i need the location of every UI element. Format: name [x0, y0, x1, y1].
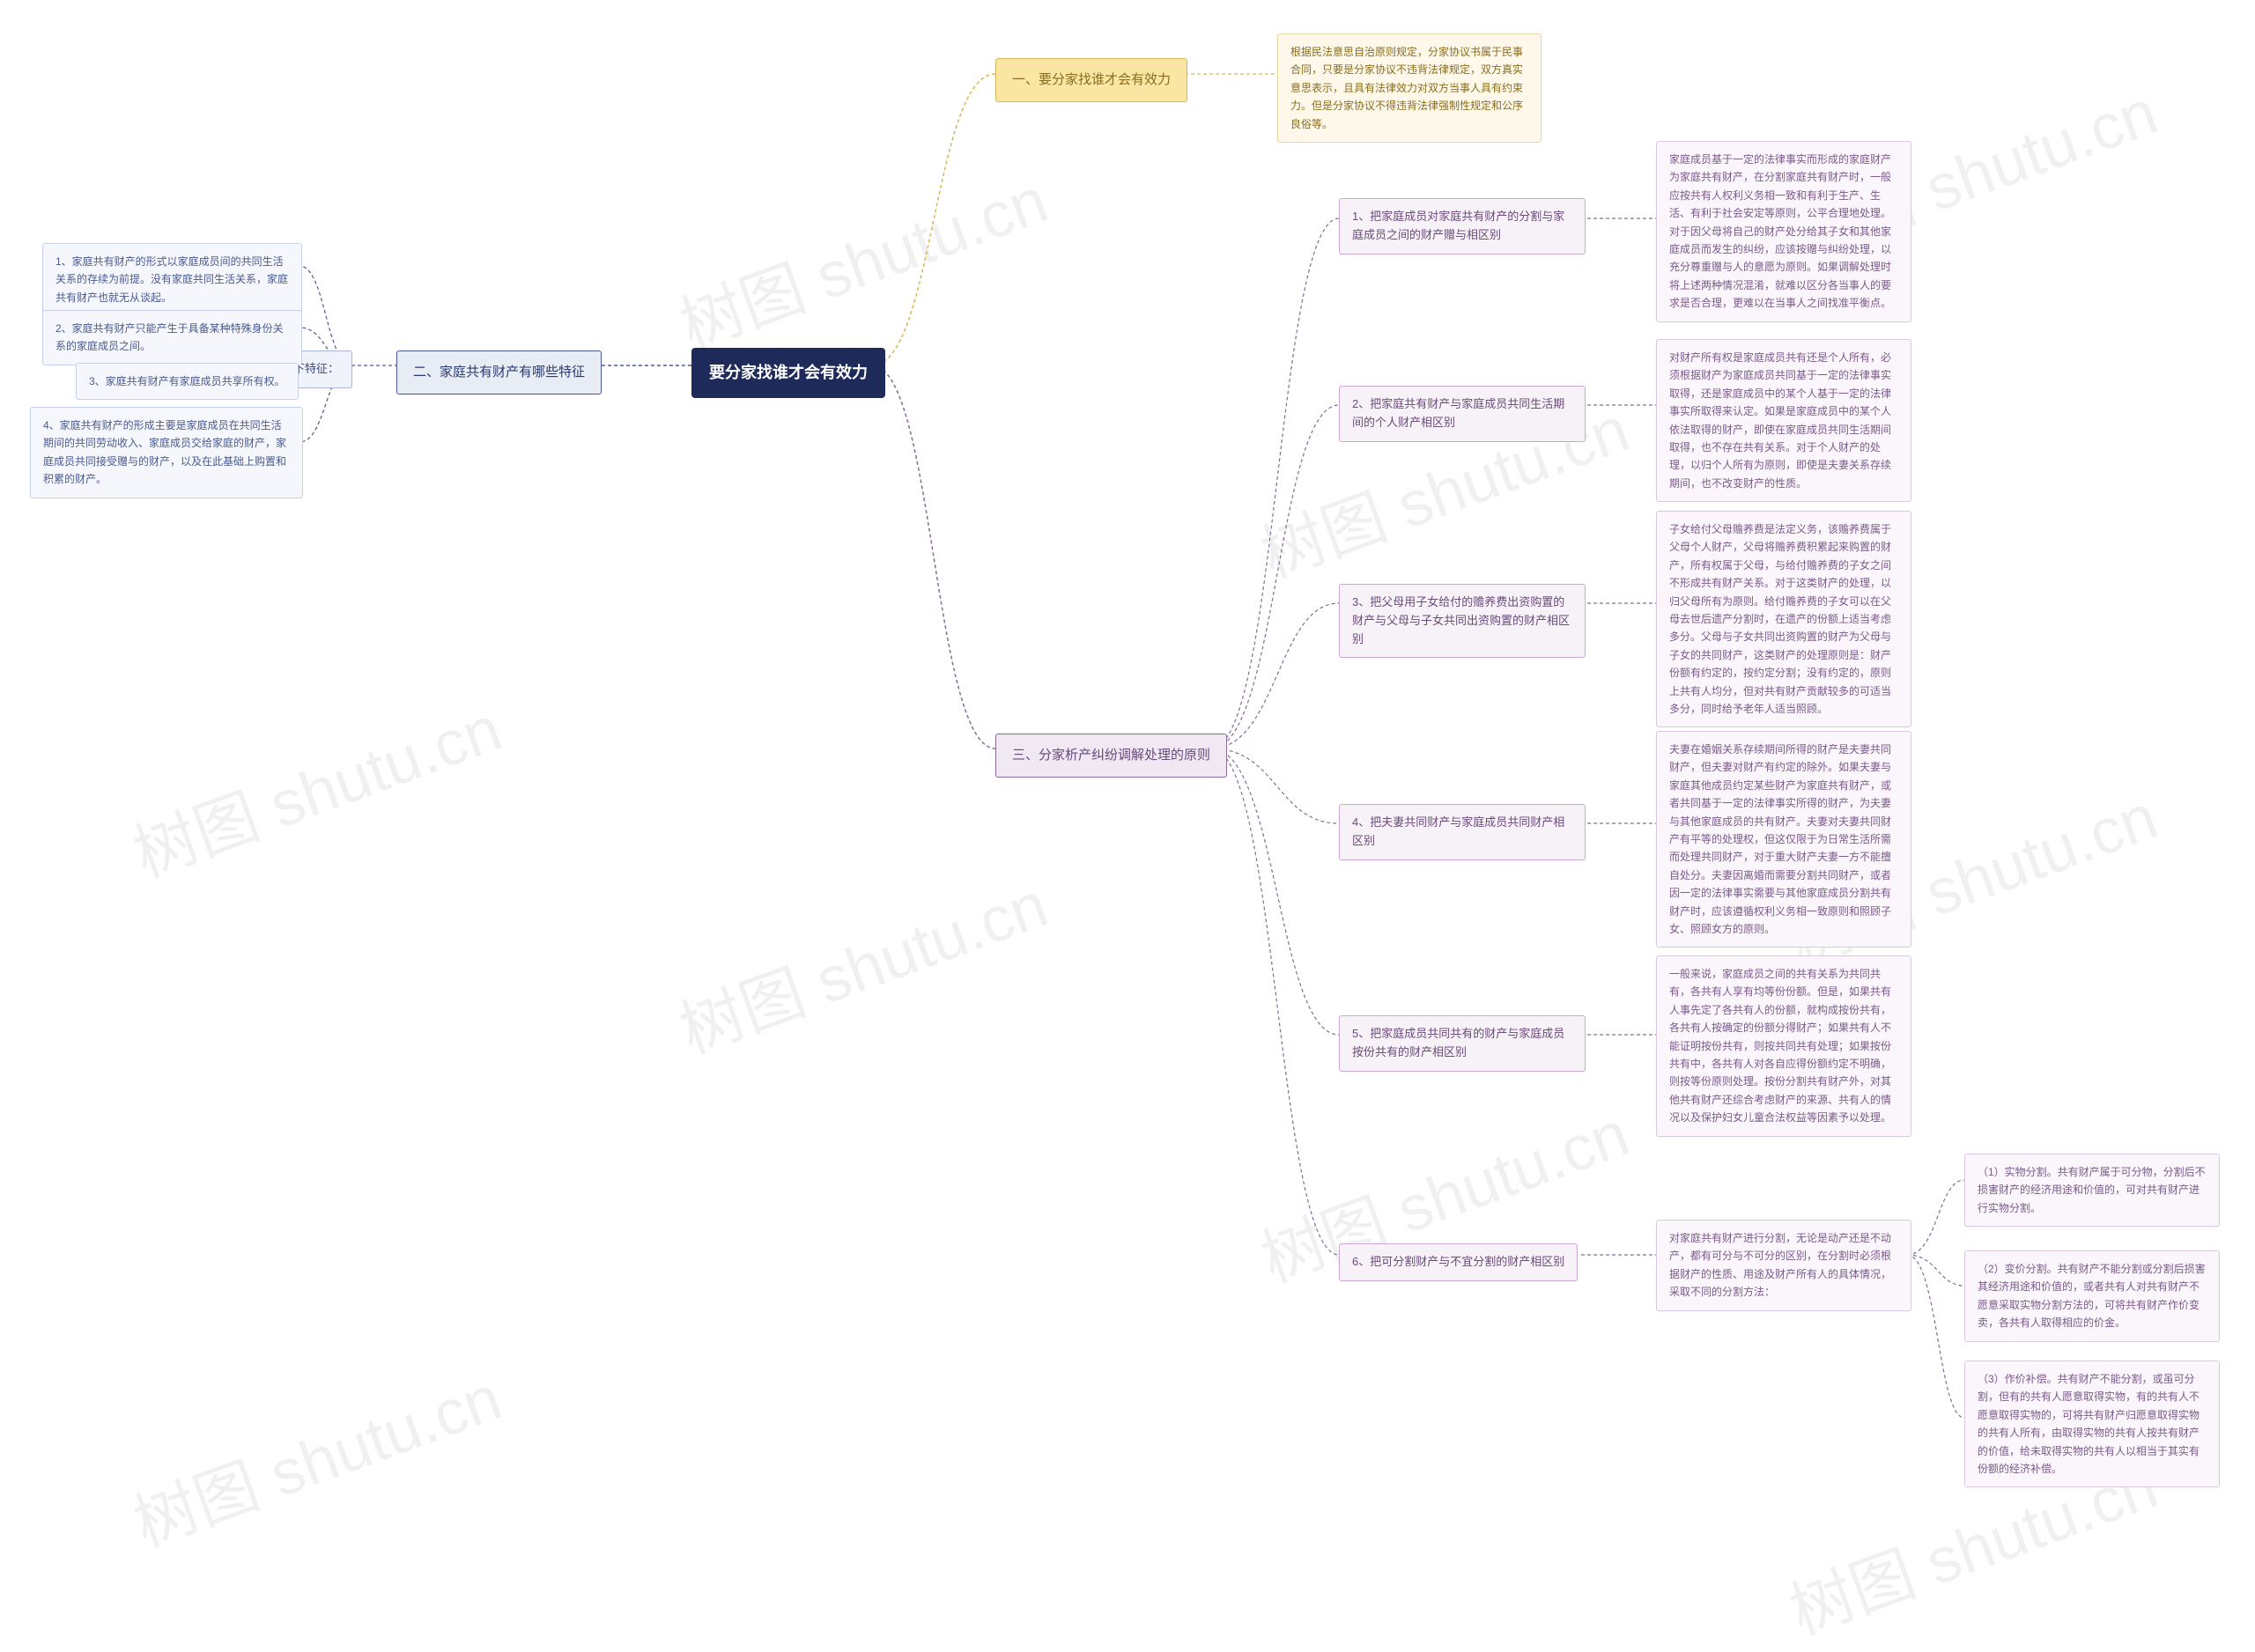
branch-2-item-2: 2、家庭共有财产只能产生于具备某种特殊身份关系的家庭成员之间。 [42, 310, 302, 365]
branch-3-p5-desc: 一般来说，家庭成员之间的共有关系为共同共有，各共有人享有均等份份额。但是，如果共… [1656, 955, 1911, 1137]
branch-3-p2-desc: 对财产所有权是家庭成员共有还是个人所有，必须根据财产为家庭成员共同基于一定的法律… [1656, 339, 1911, 502]
branch-3-p2-title[interactable]: 2、把家庭共有财产与家庭成员共同生活期间的个人财产相区别 [1339, 386, 1586, 442]
branch-1-desc: 根据民法意思自治原则规定，分家协议书属于民事合同，只要是分家协议不违背法律规定，… [1277, 33, 1542, 143]
watermark: 树图 shutu.cn [665, 149, 1058, 367]
branch-2-item-3: 3、家庭共有财产有家庭成员共享所有权。 [76, 363, 299, 400]
branch-2-item-4: 4、家庭共有财产的形成主要是家庭成员在共同生活期间的共同劳动收入、家庭成员交给家… [30, 407, 303, 498]
branch-3-p6-title[interactable]: 6、把可分割财产与不宜分割的财产相区别 [1339, 1243, 1578, 1281]
branch-3-p1-title[interactable]: 1、把家庭成员对家庭共有财产的分割与家庭成员之间的财产赠与相区别 [1339, 198, 1586, 254]
branch-3-p5-title[interactable]: 5、把家庭成员共同共有的财产与家庭成员按份共有的财产相区别 [1339, 1015, 1586, 1072]
branch-3-p3-title[interactable]: 3、把父母用子女给付的赡养费出资购置的财产与父母与子女共同出资购置的财产相区别 [1339, 584, 1586, 658]
branch-3-p4-title[interactable]: 4、把夫妻共同财产与家庭成员共同财产相区别 [1339, 804, 1586, 860]
branch-2-title[interactable]: 二、家庭共有财产有哪些特征 [396, 350, 602, 395]
watermark: 树图 shutu.cn [119, 677, 512, 896]
mindmap-connectors [0, 0, 2255, 1601]
branch-1-title[interactable]: 一、要分家找谁才会有效力 [995, 58, 1187, 102]
branch-3-p4-desc: 夫妻在婚姻关系存续期间所得的财产是夫妻共同财产，但夫妻对财产有约定的除外。如果夫… [1656, 731, 1911, 948]
watermark: 树图 shutu.cn [119, 1346, 512, 1565]
branch-2-item-1: 1、家庭共有财产的形式以家庭成员间的共同生活关系的存续为前提。没有家庭共同生活关… [42, 243, 302, 316]
mindmap-root[interactable]: 要分家找谁才会有效力 [691, 348, 885, 398]
branch-3-p6-s2: （2）变价分割。共有财产不能分割或分割后损害其经济用途和价值的，或者共有人对共有… [1964, 1250, 2220, 1342]
branch-3-p6-s1: （1）实物分割。共有财产属于可分物，分割后不损害财产的经济用途和价值的，可对共有… [1964, 1154, 2220, 1227]
branch-3-p1-desc: 家庭成员基于一定的法律事实而形成的家庭财产为家庭共有财产，在分割家庭共有财产时，… [1656, 141, 1911, 322]
watermark: 树图 shutu.cn [665, 853, 1058, 1072]
branch-3-p6-s3: （3）作价补偿。共有财产不能分割，或虽可分割，但有的共有人愿意取得实物，有的共有… [1964, 1361, 2220, 1487]
branch-3-p6-desc: 对家庭共有财产进行分割，无论是动产还是不动产，都有可分与不可分的区别，在分割时必… [1656, 1220, 1911, 1311]
branch-3-title[interactable]: 三、分家析产纠纷调解处理的原则 [995, 734, 1227, 778]
branch-3-p3-desc: 子女给付父母赡养费是法定义务，该赡养费属于父母个人财产，父母将赡养费积累起来购置… [1656, 511, 1911, 727]
